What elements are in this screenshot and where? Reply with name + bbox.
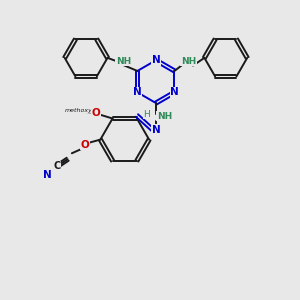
Text: O: O [80, 140, 89, 150]
Text: O: O [92, 108, 100, 118]
Text: H: H [143, 110, 150, 118]
Text: methoxy: methoxy [64, 108, 92, 113]
Text: N: N [152, 55, 160, 65]
Text: NH: NH [181, 57, 196, 66]
Text: C: C [53, 161, 60, 171]
Text: N: N [152, 125, 160, 135]
Text: N: N [133, 87, 142, 97]
Text: N: N [44, 170, 52, 180]
Text: NH: NH [157, 112, 172, 121]
Text: NH: NH [116, 57, 131, 66]
Text: N: N [170, 87, 179, 97]
